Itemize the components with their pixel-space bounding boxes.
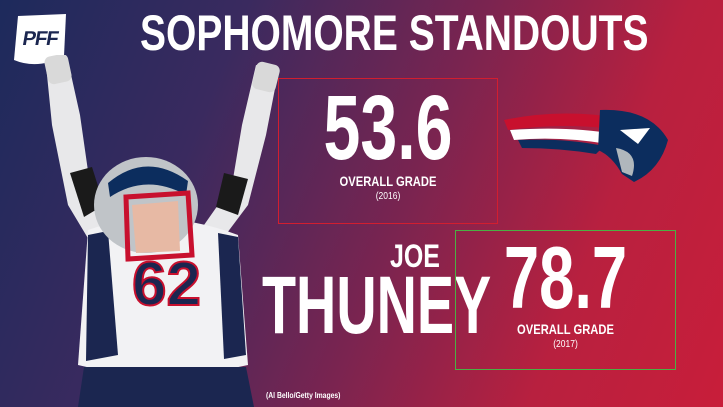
grade-year-2016: (2016) [375, 191, 401, 202]
jersey-number: 62 [132, 250, 201, 319]
grade-box-2016: 53.6 OVERALL GRADE (2016) [278, 78, 498, 224]
pff-logo-shape [14, 14, 66, 65]
grade-year-2017: (2017) [553, 339, 578, 350]
photo-credit: (Al Bello/Getty Images) [266, 391, 341, 400]
patriots-logo-icon [500, 100, 672, 184]
grade-value-2017: 78.7 [503, 228, 628, 327]
player-photo: 62 [28, 53, 288, 407]
grade-label-2016: OVERALL GRADE [339, 173, 437, 189]
grade-value-2016: 53.6 [323, 77, 453, 179]
player-silhouette-icon: 62 [44, 53, 280, 407]
player-last-name: THUNEY [262, 260, 492, 351]
grade-box-2017: 78.7 OVERALL GRADE (2017) [455, 230, 676, 370]
patriots-logo-shape [504, 109, 668, 182]
grade-label-2017: OVERALL GRADE [517, 321, 614, 337]
pff-logo-text: PFF [20, 28, 60, 50]
pff-logo-icon: PFF [8, 10, 72, 70]
page-title: SOPHOMORE STANDOUTS [140, 5, 649, 61]
player-first-name: JOE [390, 238, 440, 274]
